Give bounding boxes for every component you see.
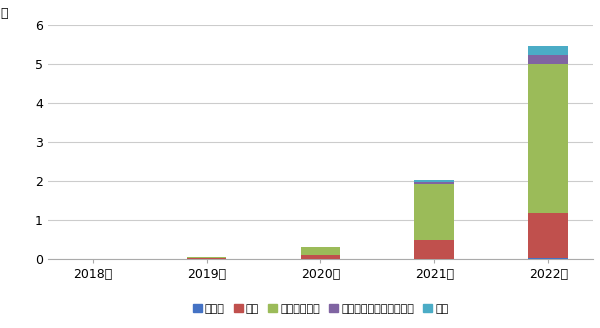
Bar bbox=[301, 255, 340, 258]
Text: 億: 億 bbox=[1, 7, 8, 20]
Bar bbox=[529, 54, 568, 64]
Bar bbox=[187, 257, 226, 258]
Bar bbox=[415, 181, 454, 184]
Bar bbox=[415, 179, 454, 181]
Bar bbox=[415, 184, 454, 239]
Bar bbox=[415, 239, 454, 258]
Bar bbox=[529, 64, 568, 213]
Bar bbox=[529, 46, 568, 54]
Bar bbox=[301, 247, 340, 255]
Bar bbox=[529, 213, 568, 258]
Legend: 中南米, 北米, アジア太平洋, 中東欧・中東・アフリカ, 西欧: 中南米, 北米, アジア太平洋, 中東欧・中東・アフリカ, 西欧 bbox=[188, 299, 453, 318]
